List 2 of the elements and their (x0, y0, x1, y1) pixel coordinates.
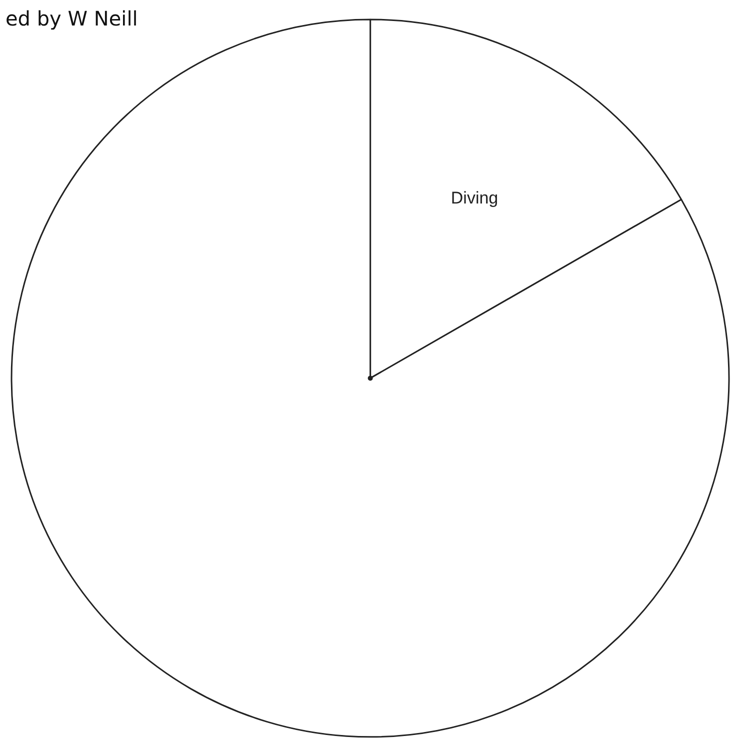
slice-label: Diving (450, 188, 498, 208)
text: ed by W Neill (6, 6, 138, 30)
